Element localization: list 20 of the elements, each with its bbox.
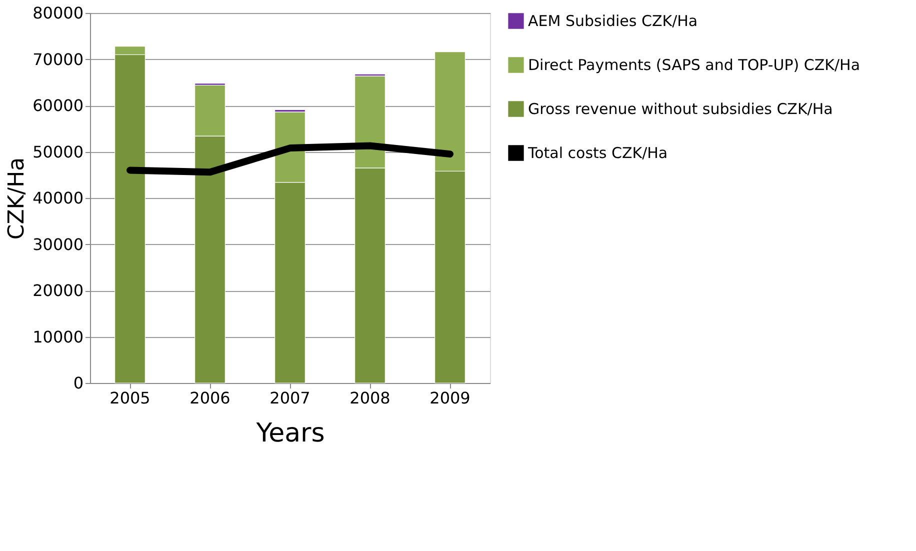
- y-tick-label: 10000: [32, 327, 84, 346]
- y-tick-label: 20000: [32, 281, 84, 300]
- x-axis-title: Years: [255, 418, 325, 448]
- y-tick-label: 70000: [32, 50, 84, 69]
- y-tick-label: 60000: [32, 96, 84, 115]
- x-tick-label: 2008: [350, 388, 390, 408]
- x-tick-label: 2007: [270, 388, 310, 408]
- legend-label: Total costs CZK/Ha: [527, 144, 668, 162]
- y-tick-label: 50000: [32, 142, 84, 162]
- x-tick-label: 2009: [430, 388, 470, 408]
- y-tick-label: 0: [73, 374, 84, 392]
- legend-label: AEM Subsidies CZK/Ha: [528, 12, 698, 30]
- y-tick-label: 80000: [32, 4, 84, 22]
- y-axis-title: CZK/Ha: [4, 157, 30, 240]
- y-tick-label: 30000: [32, 234, 84, 254]
- y-tick-label: 40000: [32, 188, 84, 208]
- legend-label: Gross revenue without subsidies CZK/Ha: [528, 100, 833, 118]
- legend-label: Direct Payments (SAPS and TOP-UP) CZK/Ha: [528, 56, 860, 74]
- x-tick-label: 2006: [190, 388, 230, 408]
- x-tick-label: 2005: [110, 388, 150, 408]
